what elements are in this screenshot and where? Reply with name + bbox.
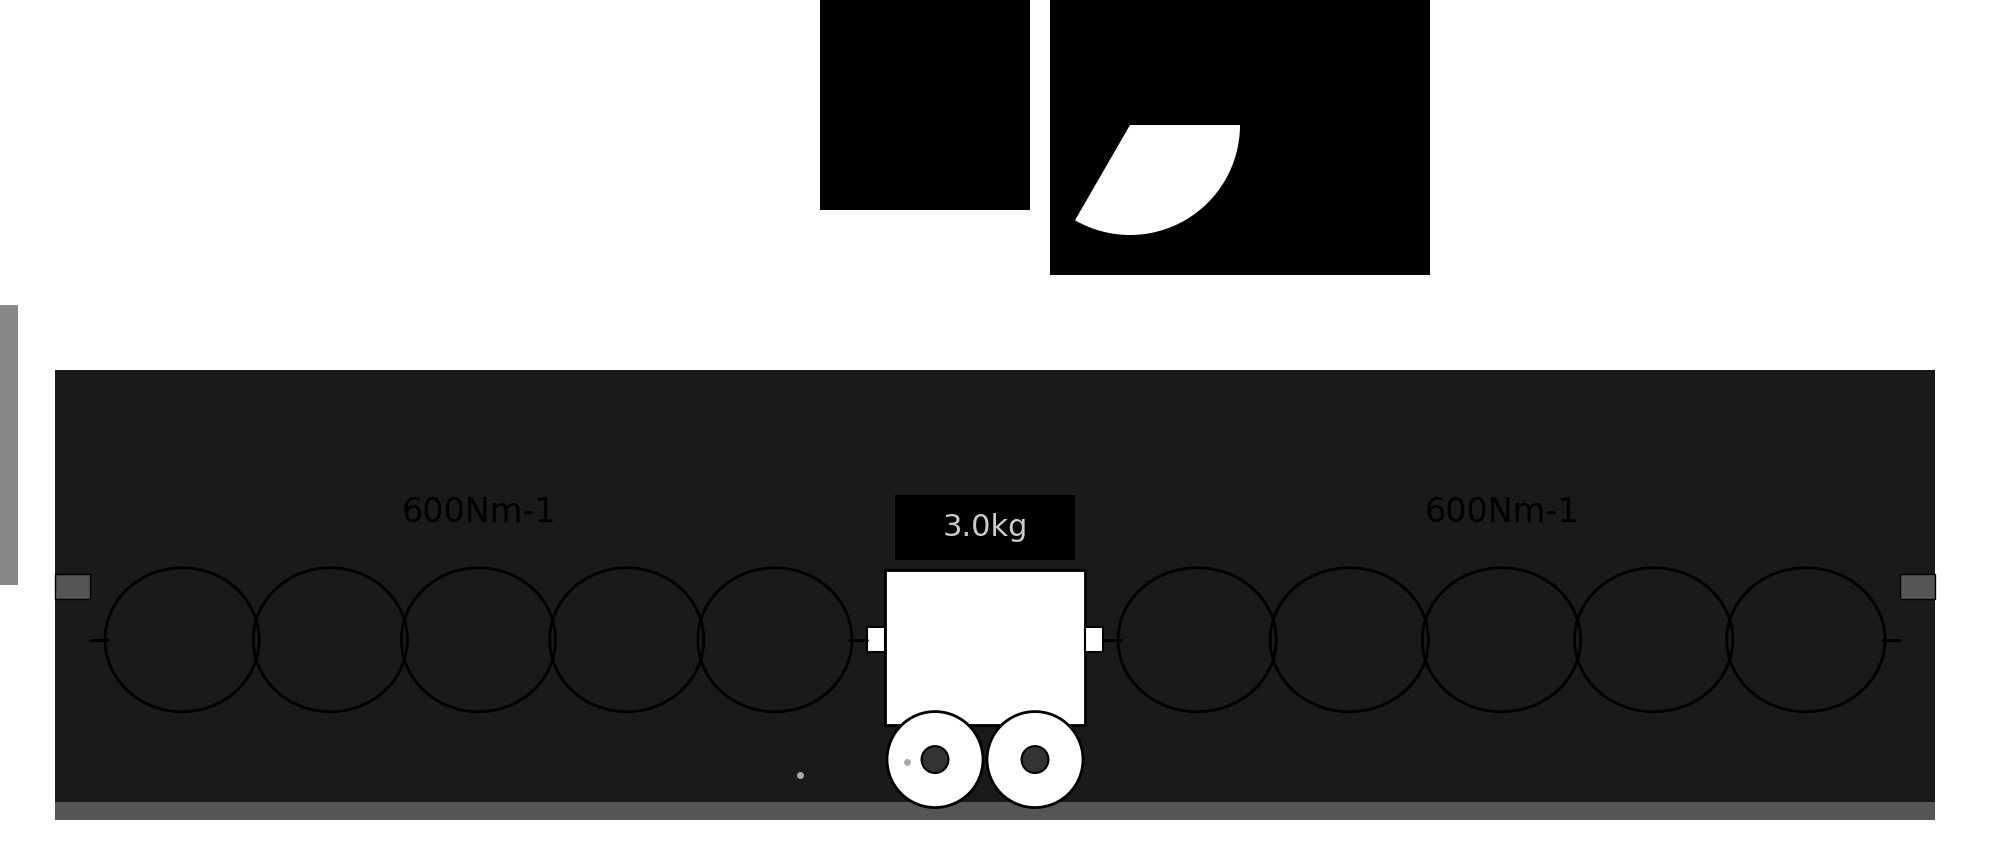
Bar (886, 570, 1085, 725)
Circle shape (888, 712, 982, 808)
Bar (894, 495, 1075, 560)
Bar (1085, 627, 1103, 652)
Bar (54, 802, 1935, 820)
Bar (1051, 0, 1430, 275)
Circle shape (1021, 746, 1049, 773)
Text: 600Nm-1: 600Nm-1 (1424, 497, 1579, 529)
Bar (868, 627, 886, 652)
Bar (0, 305, 18, 585)
Text: 3.0kg: 3.0kg (942, 513, 1029, 542)
Bar (1901, 573, 1935, 599)
Circle shape (922, 746, 948, 773)
Bar (54, 573, 90, 599)
Bar (820, 0, 1031, 210)
Circle shape (986, 712, 1083, 808)
Wedge shape (1075, 125, 1240, 235)
Bar (54, 370, 1935, 820)
Text: 600Nm-1: 600Nm-1 (402, 497, 556, 529)
